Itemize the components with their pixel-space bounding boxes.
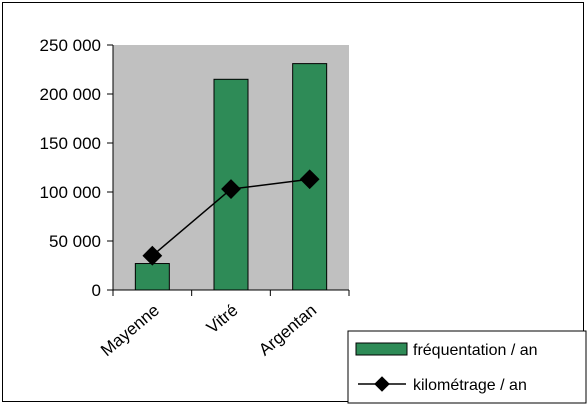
legend: fréquentation / an kilométrage / an (347, 330, 587, 404)
y-tick-label: 100 000 (40, 183, 101, 202)
x-tick-label: Mayenne (97, 301, 163, 361)
x-tick-label: Vitré (203, 301, 242, 338)
line-point (221, 179, 241, 199)
y-tick-label: 150 000 (40, 134, 101, 153)
x-tick-label: Argentan (255, 301, 320, 360)
y-tick-label: 0 (92, 281, 101, 300)
y-tick-label: 250 000 (40, 36, 101, 55)
bar (134, 263, 170, 291)
legend-label-kilometrage: kilométrage / an (413, 377, 527, 394)
y-tick-label: 200 000 (40, 85, 101, 104)
x-axis-ticks: Mayenne Vitré Argentan (97, 290, 350, 361)
legend-label-frequentation: fréquentation / an (413, 342, 538, 359)
legend-swatch-frequentation (355, 342, 408, 356)
y-axis-ticks: 0 50 000 100 000 150 000 200 000 250 000 (40, 36, 113, 300)
line-point (142, 245, 163, 266)
y-tick-label: 50 000 (49, 232, 101, 251)
line-series-group (142, 169, 320, 266)
line-point (299, 169, 320, 190)
